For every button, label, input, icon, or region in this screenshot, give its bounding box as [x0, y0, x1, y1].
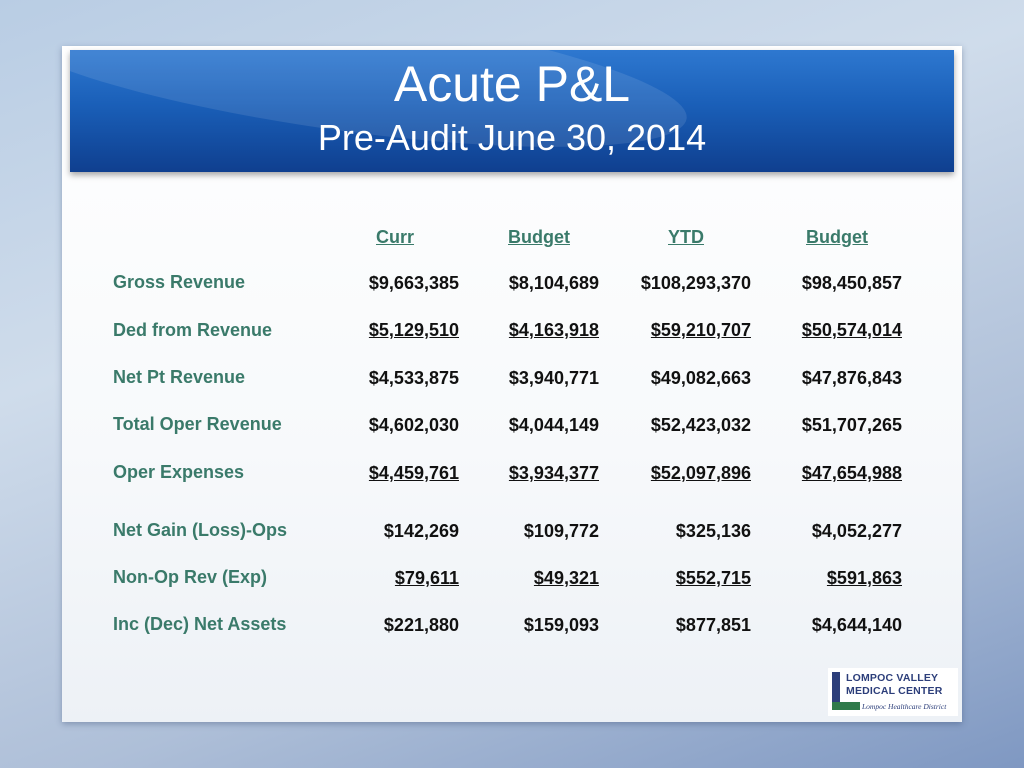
table-cell: $4,459,761	[368, 463, 459, 483]
table-cell: $52,097,896	[650, 463, 751, 483]
table-cell: $51,707,265	[801, 415, 902, 435]
column-header-budget: Budget	[508, 227, 570, 247]
table-cell: $3,934,377	[508, 463, 599, 483]
table-cell: $591,863	[826, 568, 902, 588]
column-header-curr: Curr	[376, 227, 415, 247]
logo-mark-icon	[832, 672, 840, 710]
table-cell: $4,044,149	[508, 415, 599, 435]
table-cell: $552,715	[675, 568, 751, 588]
pl-table: Curr Budget YTD Budget Gross Revenue $9,…	[62, 46, 962, 722]
table-cell: $4,163,918	[508, 320, 599, 340]
row-label: Inc (Dec) Net Assets	[113, 614, 287, 634]
table-cell: $221,880	[383, 615, 459, 635]
table-cell: $877,851	[675, 615, 751, 635]
table-cell: $5,129,510	[368, 320, 459, 340]
table-cell: $109,772	[523, 521, 599, 541]
row-label: Total Oper Revenue	[113, 414, 282, 434]
column-header-ytd-budget: Budget	[806, 227, 868, 247]
table-cell: $49,321	[533, 568, 599, 588]
table-cell: $49,082,663	[650, 368, 751, 388]
table-cell: $98,450,857	[801, 273, 902, 293]
table-cell: $47,876,843	[801, 368, 902, 388]
table-cell: $47,654,988	[801, 463, 902, 483]
row-label: Gross Revenue	[113, 272, 246, 292]
table-cell: $108,293,370	[640, 273, 751, 293]
table-cell: $4,052,277	[811, 521, 902, 541]
logo-tagline: Lompoc Healthcare District	[862, 702, 947, 711]
table-cell: $4,533,875	[368, 368, 459, 388]
table-cell: $142,269	[383, 521, 459, 541]
table-cell: $59,210,707	[650, 320, 751, 340]
table-cell: $4,602,030	[368, 415, 459, 435]
logo-line-2: MEDICAL CENTER	[846, 685, 943, 697]
row-label: Non-Op Rev (Exp)	[113, 567, 268, 587]
table-cell: $159,093	[523, 615, 599, 635]
column-header-ytd: YTD	[668, 227, 704, 247]
row-label: Net Pt Revenue	[113, 367, 246, 387]
slide: Acute P&L Pre-Audit June 30, 2014 Curr B…	[62, 46, 962, 722]
table-cell: $3,940,771	[508, 368, 599, 388]
table-cell: $50,574,014	[801, 320, 902, 340]
table-cell: $52,423,032	[650, 415, 751, 435]
slide-subtitle: Pre-Audit June 30, 2014	[317, 117, 707, 158]
table-cell: $4,644,140	[811, 615, 902, 635]
row-label: Ded from Revenue	[113, 320, 273, 340]
logo-mark-accent	[832, 702, 860, 710]
slide-title: Acute P&L	[393, 56, 631, 112]
table-cell: $9,663,385	[368, 273, 459, 293]
row-label: Net Gain (Loss)-Ops	[113, 520, 288, 540]
row-label: Oper Expenses	[113, 462, 245, 482]
table-cell: $79,611	[394, 568, 459, 588]
hospital-logo: LOMPOC VALLEY MEDICAL CENTER Lompoc Heal…	[828, 668, 958, 716]
table-cell: $325,136	[675, 521, 751, 541]
title-banner: Acute P&L Pre-Audit June 30, 2014	[70, 50, 954, 172]
table-cell: $8,104,689	[508, 273, 599, 293]
logo-line-1: LOMPOC VALLEY	[846, 672, 939, 684]
